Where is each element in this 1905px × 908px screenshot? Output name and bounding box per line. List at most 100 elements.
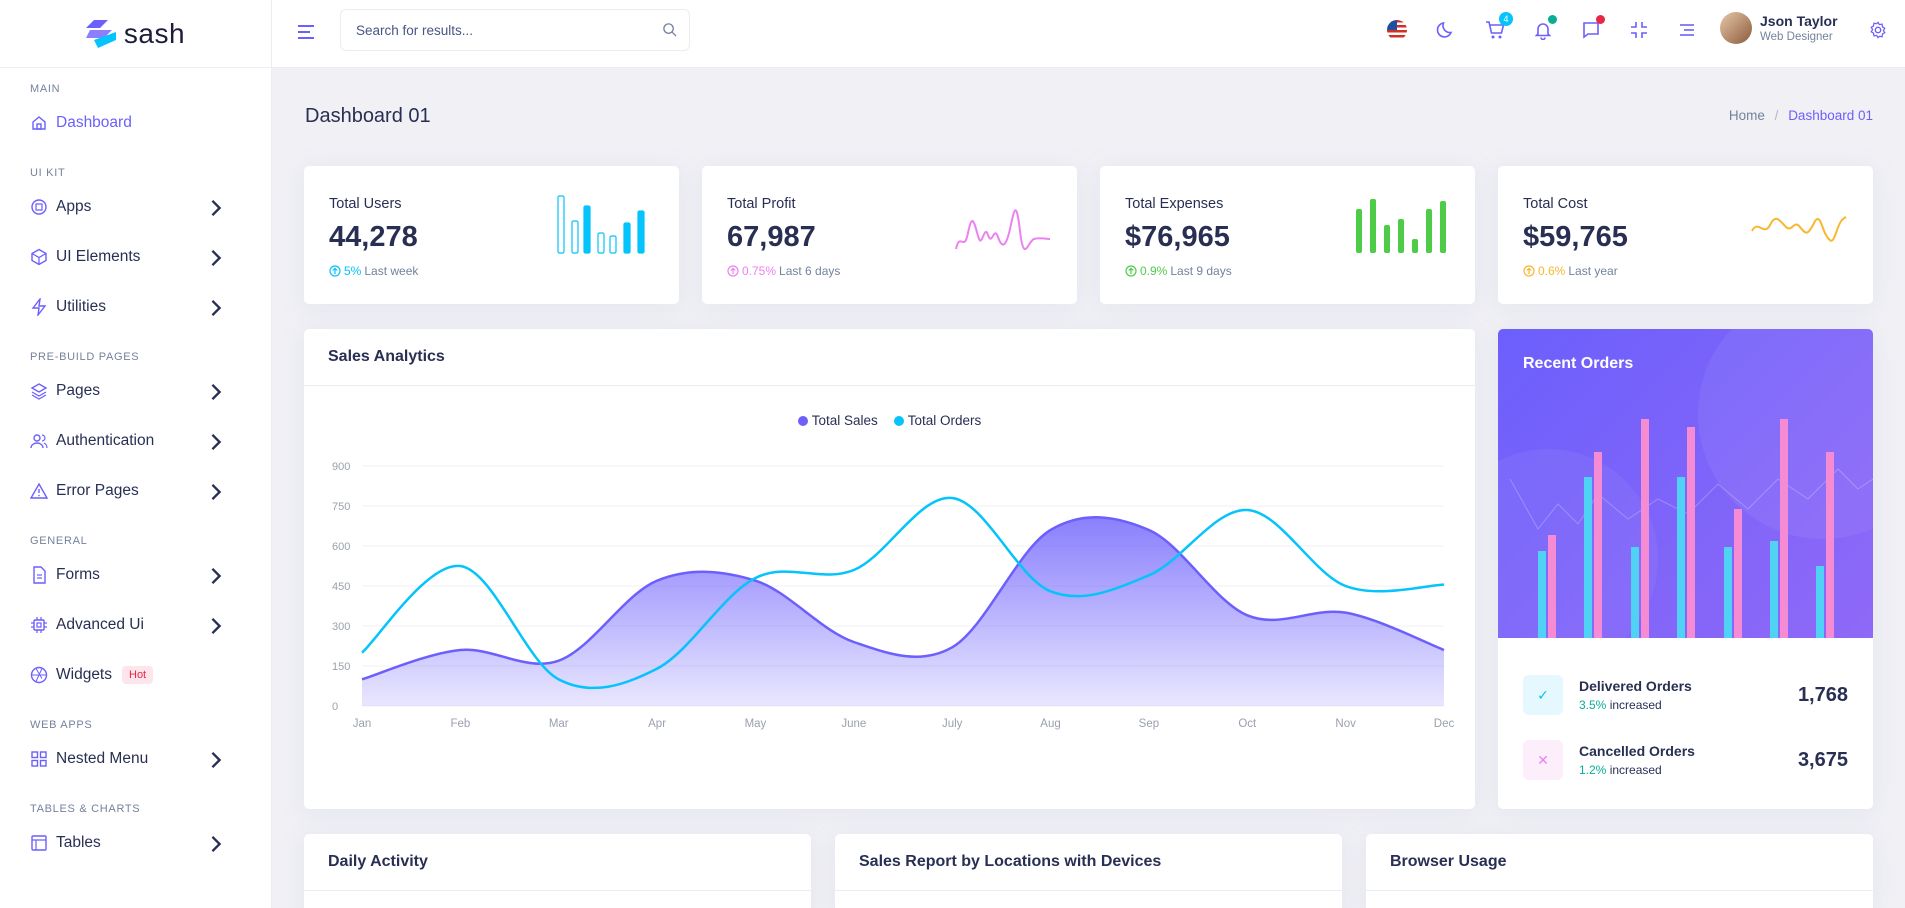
arrow-up-circle-icon: [1125, 265, 1137, 277]
search-icon[interactable]: [662, 22, 677, 37]
stat-footer: 0.9% Last 9 days: [1125, 264, 1232, 278]
users-icon: [30, 434, 48, 449]
stat-value: $76,965: [1125, 221, 1230, 253]
hot-badge: Hot: [122, 666, 154, 684]
x-tick-label: Oct: [1238, 718, 1257, 730]
x-tick-label: Apr: [648, 718, 666, 730]
sidebar: sash MAIN Dashboard UI KIT Apps UI Eleme…: [0, 0, 272, 908]
stat-change: 0.75%: [742, 264, 777, 278]
stat-footer: 5% Last week: [329, 264, 418, 278]
sidebar-item-label: Error Pages: [56, 482, 139, 499]
sidebar-item-label: Dashboard: [56, 114, 132, 131]
brand-logo[interactable]: sash: [0, 0, 271, 68]
user-profile[interactable]: Json Taylor Web Designer: [1720, 12, 1838, 44]
us-flag-icon[interactable]: [1385, 18, 1409, 42]
bell-icon[interactable]: [1531, 15, 1557, 42]
total-expenses-sparkline: [1356, 199, 1446, 253]
settings-gear-icon[interactable]: [1866, 18, 1890, 42]
chart-legend: Total Sales Total Orders: [304, 413, 1475, 428]
stat-change: 0.9%: [1140, 264, 1168, 278]
sidebar-item-label: Pages: [56, 382, 100, 399]
sidebar-item-advanced-ui[interactable]: Advanced Ui: [0, 600, 271, 650]
x-tick-label: Mar: [549, 718, 569, 730]
zap-icon: [31, 298, 47, 316]
file-text-icon: [33, 566, 46, 584]
sidebar-item-label: Forms: [56, 566, 100, 583]
message-icon[interactable]: [1579, 15, 1605, 42]
sidebar-item-authentication[interactable]: Authentication: [0, 416, 271, 466]
align-right-icon[interactable]: [1675, 18, 1699, 42]
check-icon: ✓: [1523, 675, 1563, 715]
total-cost-sparkline: [1751, 216, 1847, 242]
delivered-orders-label: Delivered Orders: [1579, 678, 1692, 694]
menu-section-tables-charts: TABLES & CHARTS: [30, 803, 141, 815]
chevron-right-icon: [211, 617, 222, 635]
stat-period: Last week: [364, 264, 419, 278]
x-tick-label: Dec: [1434, 718, 1455, 730]
sidebar-item-tables[interactable]: Tables: [0, 818, 271, 868]
stat-footer: 0.6% Last year: [1523, 264, 1618, 278]
delivered-orders-value: 1,768: [1797, 683, 1848, 706]
sidebar-item-label: Advanced Ui: [56, 616, 144, 633]
breadcrumb: Home / Dashboard 01: [1728, 108, 1873, 123]
cart-count-badge: 4: [1499, 12, 1513, 26]
cancelled-orders-value: 3,675: [1797, 748, 1848, 771]
menu-toggle-icon[interactable]: [296, 22, 316, 42]
moon-icon[interactable]: [1434, 18, 1458, 42]
sidebar-item-label: Utilities: [56, 298, 106, 315]
daily-activity-title: Daily Activity: [304, 834, 811, 891]
page-title: Dashboard 01: [305, 105, 431, 127]
sidebar-item-pages[interactable]: Pages: [0, 366, 271, 416]
stat-change: 0.6%: [1538, 264, 1566, 278]
chevron-right-icon: [211, 433, 222, 451]
stat-period: Last year: [1568, 264, 1618, 278]
package-icon: [31, 248, 47, 266]
home-icon: [32, 116, 46, 130]
legend-item[interactable]: Total Orders: [893, 413, 981, 428]
sales-analytics-title: Sales Analytics: [304, 329, 1475, 386]
recent-orders-card: Recent Orders ✓ Delivered Orders 3.5% in…: [1498, 329, 1873, 809]
stat-title: Total Cost: [1523, 196, 1588, 212]
table-icon: [31, 835, 47, 851]
search-input[interactable]: [356, 10, 656, 50]
sidebar-item-widgets[interactable]: Widgets Hot: [0, 650, 271, 700]
sidebar-item-forms[interactable]: Forms: [0, 550, 271, 600]
cancelled-note: increased: [1609, 763, 1662, 777]
sidebar-item-ui-elements[interactable]: UI Elements: [0, 232, 271, 282]
sidebar-item-utilities[interactable]: Utilities: [0, 282, 271, 332]
chevron-right-icon: [211, 299, 222, 317]
x-tick-label: Nov: [1335, 718, 1356, 730]
avatar: [1720, 12, 1752, 44]
main-content: Dashboard 01 Home / Dashboard 01 Total U…: [272, 68, 1905, 908]
delivered-note: increased: [1609, 698, 1662, 712]
fullscreen-exit-icon[interactable]: [1627, 18, 1651, 42]
sales-report-title: Sales Report by Locations with Devices: [835, 834, 1342, 891]
menu-section-main: MAIN: [30, 83, 61, 95]
menu-section-pre-build-pages: PRE-BUILD PAGES: [30, 351, 140, 363]
arrow-up-circle-icon: [727, 265, 739, 277]
menu-section-ui-kit: UI KIT: [30, 167, 66, 179]
total-expenses-card: Total Expenses $76,965 0.9% Last 9 days: [1100, 166, 1475, 304]
aperture-icon: [30, 666, 48, 684]
stat-change: 5%: [344, 264, 362, 278]
grid-icon: [31, 199, 47, 215]
breadcrumb-home[interactable]: Home: [1728, 108, 1765, 123]
menu-section-general: GENERAL: [30, 535, 88, 547]
stat-period: Last 9 days: [1170, 264, 1232, 278]
sales-report-card: Sales Report by Locations with Devices: [835, 834, 1342, 908]
user-role: Web Designer: [1760, 31, 1833, 43]
x-icon: ✕: [1523, 740, 1563, 780]
message-dot: [1596, 15, 1605, 24]
sidebar-item-error-pages[interactable]: Error Pages: [0, 466, 271, 516]
sidebar-item-dashboard[interactable]: Dashboard: [0, 98, 271, 148]
y-tick-label: 150: [332, 661, 350, 673]
legend-item[interactable]: Total Sales: [797, 413, 878, 428]
sidebar-item-apps[interactable]: Apps: [0, 182, 271, 232]
recent-orders-banner: Recent Orders: [1498, 329, 1873, 638]
sidebar-item-label: Tables: [56, 834, 101, 851]
y-tick-label: 0: [332, 701, 338, 713]
sidebar-item-nested-menu[interactable]: Nested Menu: [0, 734, 271, 784]
y-tick-label: 300: [332, 621, 350, 633]
cart-icon[interactable]: 4: [1483, 12, 1513, 42]
chevron-right-icon: [211, 835, 222, 853]
